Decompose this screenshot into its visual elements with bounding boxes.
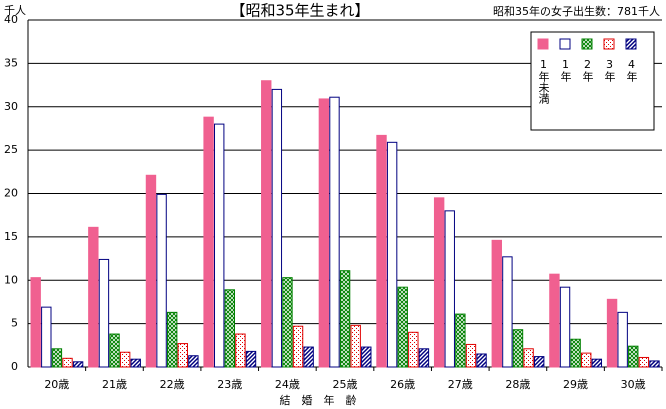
x-tick-label: 26歳: [390, 378, 415, 391]
bar: [559, 286, 571, 368]
bar: [41, 306, 52, 368]
bar: [570, 338, 581, 368]
bar: [88, 226, 99, 368]
bar: [617, 311, 628, 368]
bar: [350, 324, 361, 368]
bar: [145, 174, 157, 368]
y-axis-unit: 千人: [4, 4, 26, 17]
legend-label: 2年: [581, 58, 594, 82]
legend-swatch: [603, 38, 615, 50]
bar: [109, 333, 120, 368]
bar: [235, 333, 246, 368]
y-tick-label: 25: [4, 143, 18, 156]
bar: [408, 331, 419, 368]
bar: [418, 348, 430, 368]
bar: [523, 348, 534, 368]
y-tick-label: 35: [4, 56, 18, 69]
legend-label: 3年: [603, 58, 616, 82]
bar: [62, 357, 73, 368]
bar: [318, 98, 330, 368]
y-tick-label: 5: [11, 317, 18, 330]
y-tick-label: 10: [4, 273, 18, 286]
x-tick-label: 23歳: [217, 378, 242, 391]
bar: [397, 286, 408, 368]
y-tick-label: 30: [4, 100, 18, 113]
bar: [303, 346, 314, 368]
bar: [628, 345, 639, 368]
legend-swatch: [537, 38, 549, 50]
bar: [476, 353, 487, 368]
x-tick-label: 28歳: [505, 378, 530, 391]
bar: [282, 277, 293, 368]
bar: [30, 277, 41, 368]
x-tick-label: 25歳: [333, 378, 358, 391]
bar: [339, 270, 351, 368]
x-tick-label: 24歳: [275, 378, 300, 391]
bar: [606, 298, 618, 368]
bar: [549, 273, 560, 368]
x-tick-label: 30歳: [621, 378, 646, 391]
bar: [444, 210, 455, 368]
bar: [361, 346, 372, 368]
chart-title: 【昭和35年生まれ】: [230, 2, 369, 20]
x-tick-label: 20歳: [44, 378, 69, 391]
bar: [591, 358, 603, 368]
x-tick-label: 22歳: [160, 378, 185, 391]
bar: [386, 141, 398, 368]
bar: [649, 360, 660, 368]
bar: [188, 355, 199, 368]
legend-swatch: [581, 38, 593, 50]
bar: [119, 351, 131, 368]
bar: [245, 350, 257, 368]
bar: [98, 258, 110, 368]
y-tick-label: 20: [4, 187, 18, 200]
x-axis-label: 結 婚 年 齢: [280, 393, 357, 407]
y-tick-label: 0: [11, 360, 18, 373]
legend-label: 1年: [559, 58, 572, 82]
x-tick-label: 21歳: [102, 378, 127, 391]
bar: [502, 256, 513, 368]
bar: [329, 96, 340, 368]
y-tick-label: 40: [4, 13, 18, 26]
chart-subtitle: 昭和35年の女子出生数：781千人: [493, 4, 660, 18]
legend-swatch: [625, 38, 637, 50]
bar: [465, 343, 477, 368]
bar: [156, 193, 167, 368]
x-tick-label: 29歳: [563, 378, 588, 391]
bar: [533, 356, 545, 368]
bar: [261, 80, 272, 368]
y-tick-label: 15: [4, 230, 18, 243]
bar: [433, 197, 445, 368]
bar: [455, 313, 466, 368]
bar: [203, 116, 214, 368]
bar: [292, 325, 304, 368]
bar: [512, 329, 524, 368]
bar: [166, 311, 178, 368]
bar: [214, 123, 225, 368]
bar: [177, 343, 188, 368]
bar: [130, 358, 141, 368]
bar: [376, 134, 387, 368]
bar: [581, 352, 592, 368]
bar: [72, 361, 84, 368]
legend-label: 1年未満: [537, 58, 550, 105]
bar: [224, 289, 236, 368]
bar: [51, 348, 63, 368]
legend-swatch: [559, 38, 571, 50]
bar: [271, 88, 283, 368]
bar: [638, 356, 650, 368]
bar: [491, 239, 502, 368]
legend-label: 4年: [625, 58, 638, 82]
x-tick-label: 27歳: [448, 378, 473, 391]
